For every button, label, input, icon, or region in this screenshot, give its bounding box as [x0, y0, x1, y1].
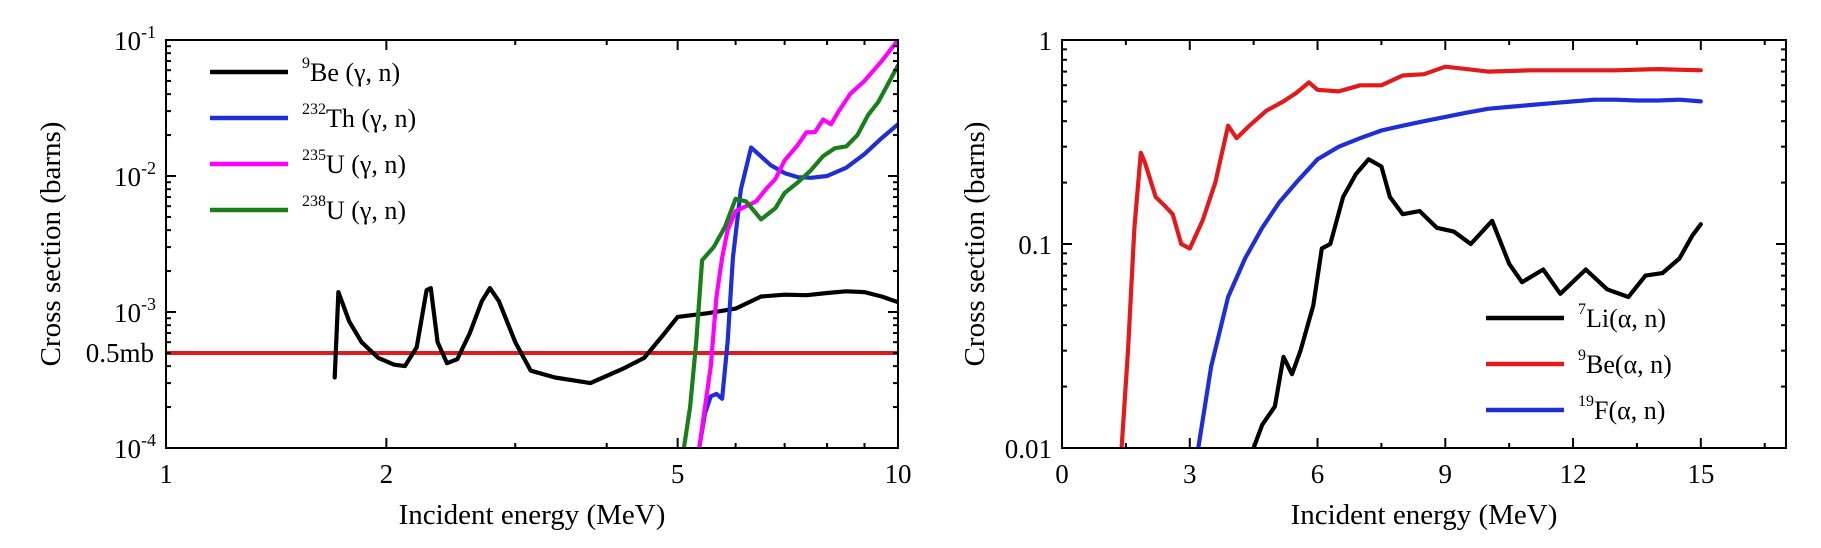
- legend-mass-number: 19: [1578, 393, 1594, 410]
- legend-series-name: U (γ, n): [326, 150, 406, 179]
- y-axis-title: Cross section (barns): [959, 122, 991, 367]
- legend-label: 9Be (γ, n): [302, 55, 400, 87]
- plot-frame: [165, 39, 899, 449]
- x-tick-label: 12: [1560, 459, 1587, 489]
- y-tick-label: 1: [1039, 26, 1053, 56]
- legend-series-name: U (γ, n): [326, 196, 406, 225]
- y-tick-label: 10-4: [114, 430, 156, 464]
- right-chart-panel: 0 3 6 9 12 15 0.01 0.1 1 Incident energy (MeV) Cro…: [959, 26, 1787, 531]
- series-line-9-0: [332, 286, 898, 386]
- x-tick-label: 10: [885, 459, 912, 489]
- legend-label: 7Li(α, n): [1578, 301, 1666, 333]
- series-line-9-1: [1119, 64, 1703, 448]
- legend-series-name: F(α, n): [1594, 396, 1665, 425]
- x-tick-label: 3: [1183, 459, 1197, 489]
- legend-label: 238U (γ, n): [302, 193, 406, 225]
- series-line-238-3: [681, 63, 898, 448]
- legend-label: 9Be(α, n): [1578, 347, 1672, 379]
- legend-mass-number: 7: [1578, 301, 1586, 318]
- x-tick-label: 5: [671, 459, 685, 489]
- legend-mass-number: 9: [1578, 347, 1586, 364]
- y-tick-base: 10: [114, 434, 141, 464]
- x-tick-label: 9: [1439, 459, 1453, 489]
- y-tick-exponent: -3: [141, 294, 156, 314]
- y-tick-exponent: -1: [141, 22, 156, 42]
- legend: 9Be (γ, n)232Th (γ, n)235U (γ, n)238U (γ…: [210, 55, 416, 225]
- legend-series-name: Be (γ, n): [310, 58, 400, 87]
- x-tick-label: 6: [1311, 459, 1325, 489]
- reference-line-label: 0.5mb: [86, 338, 154, 368]
- y-tick-exponent: -2: [141, 158, 156, 178]
- y-tick-label: 10-3: [114, 294, 156, 328]
- y-tick-base: 10: [114, 298, 141, 328]
- x-tick-label: 0: [1055, 459, 1069, 489]
- y-tick-exponent: -4: [141, 430, 156, 450]
- legend-mass-number: 9: [302, 55, 310, 72]
- legend-mass-number: 238: [302, 193, 326, 210]
- legend-series-name: Li(α, n): [1586, 304, 1666, 333]
- series-group: [332, 40, 898, 448]
- x-tick-label: 2: [380, 459, 394, 489]
- legend-mass-number: 232: [302, 101, 326, 118]
- y-tick-label: 0.1: [1018, 230, 1052, 260]
- y-tick-label: 10-2: [114, 158, 156, 192]
- x-axis-title: Incident energy (MeV): [1291, 499, 1558, 531]
- y-tick-base: 10: [114, 162, 141, 192]
- series-line-235-2: [697, 40, 898, 448]
- legend-label: 19F(α, n): [1578, 393, 1665, 425]
- series-line-232-1: [697, 122, 898, 448]
- series-group: [1119, 64, 1703, 448]
- series-line-19-2: [1196, 97, 1703, 448]
- legend-series-name: Th (γ, n): [326, 104, 416, 133]
- legend-label: 235U (γ, n): [302, 147, 406, 179]
- y-tick-base: 10: [114, 26, 141, 56]
- legend-label: 232Th (γ, n): [302, 101, 416, 133]
- x-tick-label: 1: [159, 459, 173, 489]
- legend: 7Li(α, n)9Be(α, n)19F(α, n): [1486, 301, 1672, 425]
- legend-mass-number: 235: [302, 147, 326, 164]
- x-axis-title: Incident energy (MeV): [399, 499, 666, 531]
- x-tick-label: 15: [1687, 459, 1714, 489]
- y-tick-label: 10-1: [114, 22, 156, 56]
- y-axis-title: Cross section (barns): [35, 122, 67, 367]
- y-tick-label: 0.01: [1005, 434, 1052, 464]
- legend-series-name: Be(α, n): [1586, 350, 1672, 379]
- series-line-7-0: [1251, 157, 1703, 448]
